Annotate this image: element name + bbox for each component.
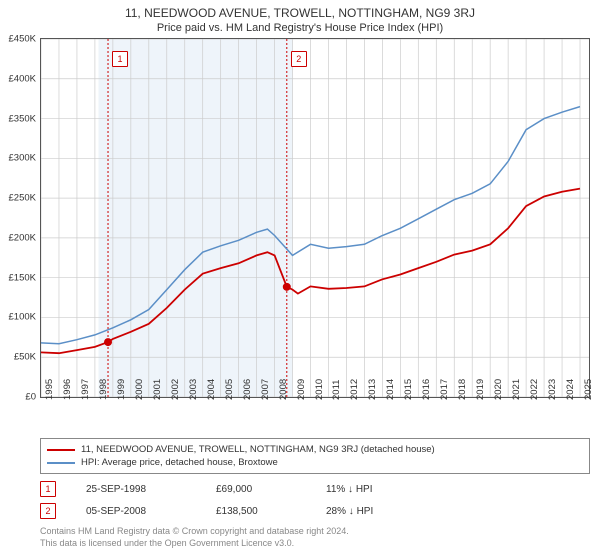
x-tick-label: 2003 — [188, 379, 199, 400]
sale-delta: 11% ↓ HPI — [326, 484, 373, 495]
legend-label: 11, NEEDWOOD AVENUE, TROWELL, NOTTINGHAM… — [81, 444, 435, 455]
x-tick-label: 1996 — [62, 379, 73, 400]
x-tick-label: 2025 — [583, 379, 594, 400]
x-tick-label: 2002 — [170, 379, 181, 400]
x-tick-label: 2018 — [457, 379, 468, 400]
x-tick-label: 1995 — [44, 379, 55, 400]
plot-region — [40, 38, 590, 398]
x-tick-label: 2015 — [403, 379, 414, 400]
y-tick-label: £100K — [9, 312, 36, 323]
sale-date: 05-SEP-2008 — [86, 506, 186, 517]
footnote: Contains HM Land Registry data © Crown c… — [40, 526, 590, 549]
x-tick-label: 2008 — [278, 379, 289, 400]
sale-delta: 28% ↓ HPI — [326, 506, 373, 517]
y-tick-label: £250K — [9, 193, 36, 204]
sale-marker-label: 1 — [112, 51, 128, 67]
x-tick-label: 2004 — [206, 379, 217, 400]
y-tick-label: £350K — [9, 113, 36, 124]
x-tick-label: 2012 — [349, 379, 360, 400]
legend: 11, NEEDWOOD AVENUE, TROWELL, NOTTINGHAM… — [40, 438, 590, 474]
y-tick-label: £200K — [9, 232, 36, 243]
legend-row: HPI: Average price, detached house, Brox… — [47, 456, 583, 469]
sale-number-box: 1 — [40, 481, 56, 497]
x-tick-label: 2014 — [385, 379, 396, 400]
chart-subtitle: Price paid vs. HM Land Registry's House … — [0, 20, 600, 38]
sale-marker-label: 2 — [291, 51, 307, 67]
x-tick-label: 2021 — [511, 379, 522, 400]
x-tick-label: 2023 — [547, 379, 558, 400]
x-tick-label: 2011 — [331, 380, 342, 400]
sales-table: 1 25-SEP-1998 £69,000 11% ↓ HPI 2 05-SEP-2008… — [40, 478, 590, 522]
footnote-line2: This data is licensed under the Open Gov… — [40, 538, 590, 550]
x-tick-label: 2007 — [260, 379, 271, 400]
y-tick-label: £0 — [25, 392, 36, 403]
chart-area: £0£50K£100K£150K£200K£250K£300K£350K£400… — [40, 38, 590, 398]
x-tick-label: 1999 — [116, 379, 127, 400]
x-tick-label: 2005 — [224, 379, 235, 400]
sale-date: 25-SEP-1998 — [86, 484, 186, 495]
y-tick-label: £400K — [9, 73, 36, 84]
sale-number-box: 2 — [40, 503, 56, 519]
x-tick-label: 2016 — [421, 379, 432, 400]
legend-swatch — [47, 449, 75, 451]
x-tick-label: 2020 — [493, 379, 504, 400]
x-tick-label: 2019 — [475, 379, 486, 400]
sale-price: £138,500 — [216, 506, 296, 517]
x-tick-label: 2006 — [242, 379, 253, 400]
sale-price: £69,000 — [216, 484, 296, 495]
y-tick-label: £300K — [9, 153, 36, 164]
legend-swatch — [47, 462, 75, 464]
y-tick-label: £50K — [14, 352, 36, 363]
x-tick-label: 2000 — [134, 379, 145, 400]
x-tick-label: 1998 — [98, 379, 109, 400]
x-tick-label: 2024 — [565, 379, 576, 400]
x-tick-label: 2022 — [529, 379, 540, 400]
chart-title: 11, NEEDWOOD AVENUE, TROWELL, NOTTINGHAM… — [0, 0, 600, 20]
x-tick-label: 2010 — [314, 379, 325, 400]
x-tick-label: 1997 — [80, 379, 91, 400]
plot-svg — [41, 39, 589, 397]
sale-row: 2 05-SEP-2008 £138,500 28% ↓ HPI — [40, 500, 590, 522]
legend-row: 11, NEEDWOOD AVENUE, TROWELL, NOTTINGHAM… — [47, 443, 583, 456]
footnote-line1: Contains HM Land Registry data © Crown c… — [40, 526, 590, 538]
y-tick-label: £150K — [9, 272, 36, 283]
y-tick-label: £450K — [9, 34, 36, 45]
sale-row: 1 25-SEP-1998 £69,000 11% ↓ HPI — [40, 478, 590, 500]
x-tick-label: 2001 — [152, 379, 163, 400]
x-tick-label: 2013 — [367, 379, 378, 400]
x-tick-label: 2017 — [439, 379, 450, 400]
x-tick-label: 2009 — [296, 379, 307, 400]
legend-label: HPI: Average price, detached house, Brox… — [81, 457, 278, 468]
